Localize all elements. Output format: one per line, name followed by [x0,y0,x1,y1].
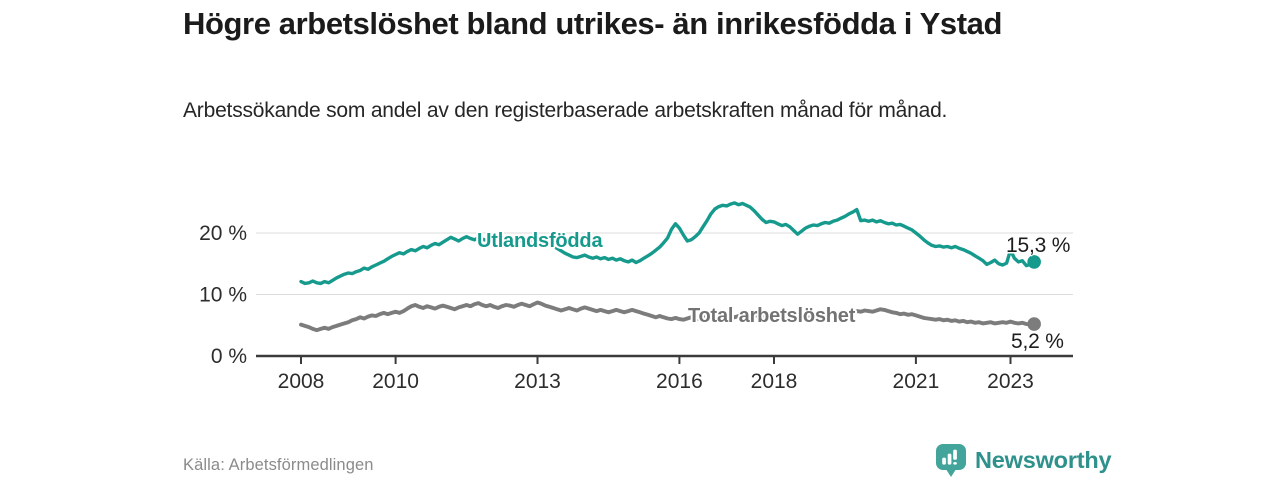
x-tick-label: 2013 [514,370,561,393]
series-label-utlandsfodda: Utlandsfödda [477,230,603,252]
bar-chart-speech-bubble-icon [936,444,966,477]
series-total-arbetsloshet [299,300,1041,333]
y-tick-label: 0 % [211,345,247,368]
newsworthy-logo[interactable]: Newsworthy [936,444,1112,477]
x-tick-label: 2018 [751,370,798,393]
series-end-dot [1027,317,1041,331]
source-note: Källa: Arbetsförmedlingen [183,456,374,474]
gridlines [256,232,1073,295]
x-tick-label: 2023 [987,370,1034,393]
series-label-total-arbetsloshet: Total arbetslöshet [688,305,856,327]
x-axis: 2008 2010 2013 2016 2018 2021 2023 [256,354,1073,393]
newsworthy-logo-text: Newsworthy [975,447,1112,473]
page-title: Högre arbetslöshet bland utrikes- än inr… [183,6,1002,41]
series-end-dot [1027,255,1041,269]
series-line [299,201,1036,286]
x-tick-label: 2016 [656,370,703,393]
series-line [299,300,1037,333]
y-tick-label: 10 % [199,284,247,307]
end-value-label-utlandsfodda: 15,3 % [1006,234,1071,257]
end-value-label-total: 5,2 % [1011,330,1064,353]
series-utlandsfodda [299,201,1041,286]
x-tick-label: 2008 [278,370,325,393]
y-axis-labels: 0 % 10 % 20 % [199,222,247,368]
x-tick-label: 2021 [893,370,940,393]
y-tick-label: 20 % [199,222,247,245]
page-subtitle: Arbetssökande som andel av den registerb… [183,99,948,122]
x-tick-label: 2010 [372,370,419,393]
